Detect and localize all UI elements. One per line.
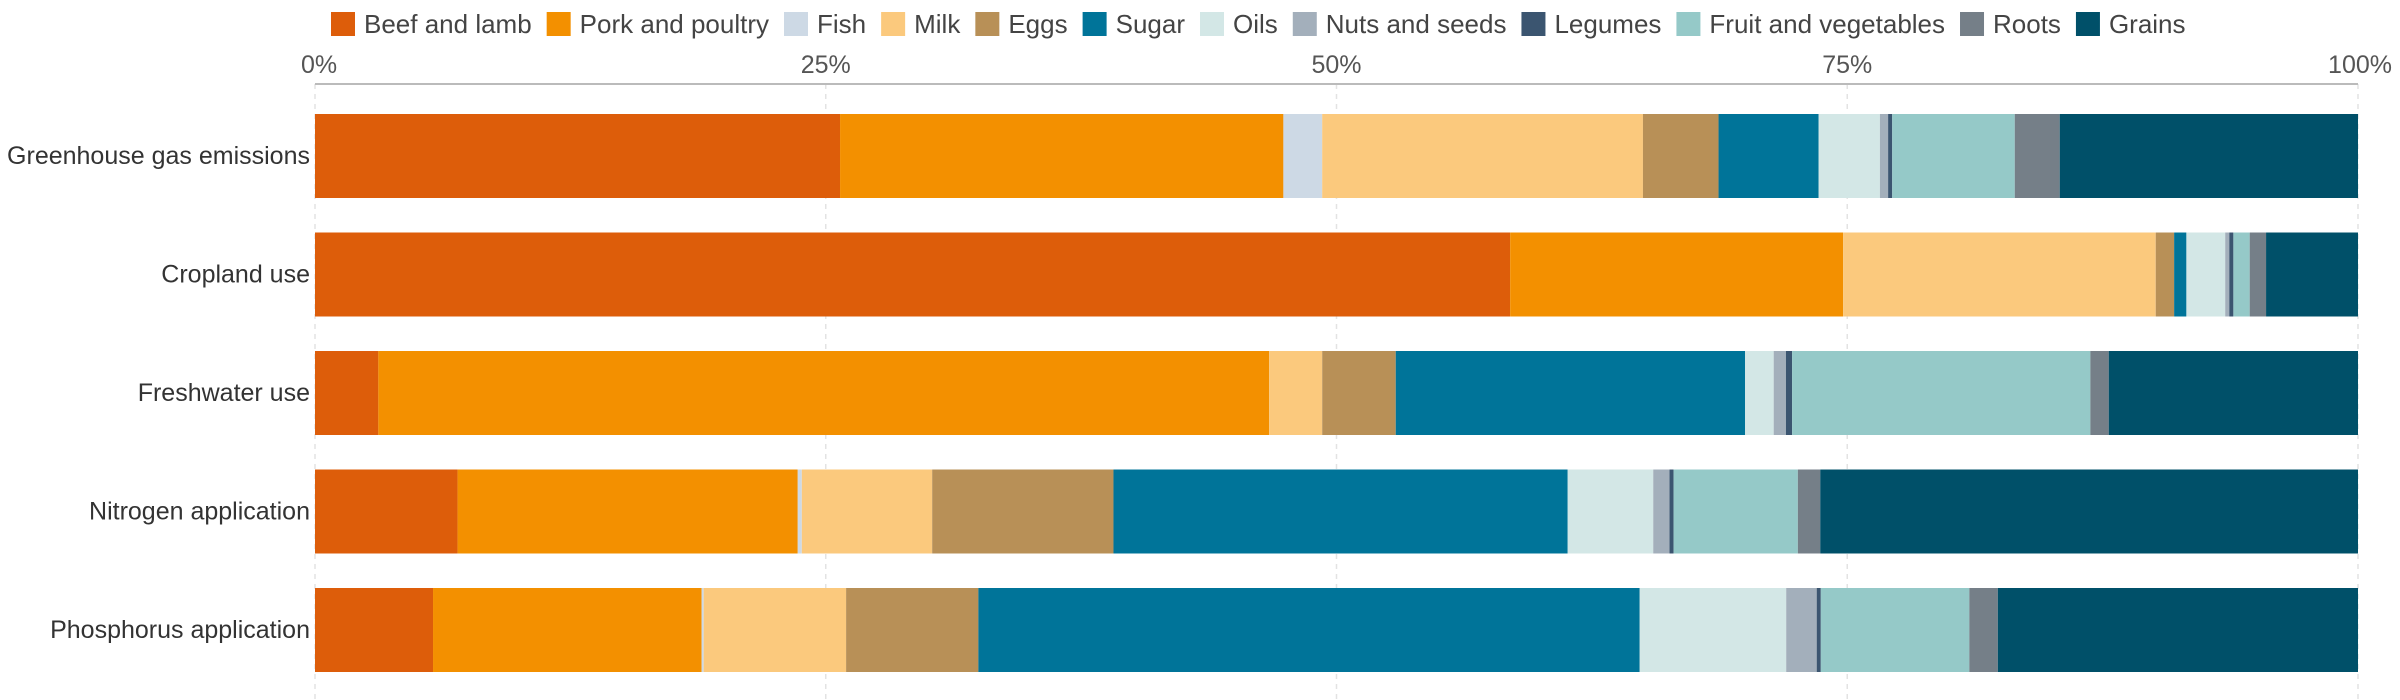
bar-nitrogen-application-fish — [797, 469, 802, 554]
bars — [315, 114, 2358, 672]
legend: Beef and lamb Pork and poultry Fish Milk Egg… — [331, 9, 2186, 39]
bar-freshwater-use-legumes — [1785, 351, 1793, 435]
bar-phosphorus-application-fruit-and-vegetables — [1820, 588, 1970, 672]
bar-freshwater-use-roots — [2090, 351, 2109, 435]
x-tick-label-100: 100% — [2328, 51, 2392, 79]
bar-freshwater-use-eggs — [1322, 351, 1396, 435]
bar-greenhouse-gas-emissions-milk — [1322, 114, 1643, 198]
bar-cropland-use-nuts-and-seeds — [2225, 232, 2230, 317]
bar-cropland-use-legumes — [2229, 232, 2234, 317]
bar-nitrogen-application-oils — [1567, 469, 1654, 554]
bar-phosphorus-application-fish — [701, 588, 704, 672]
bar-cropland-use-sugar — [2174, 232, 2187, 317]
legend-swatch-fish — [784, 12, 808, 36]
legend-label-oils: Oils — [1233, 9, 1278, 39]
bar-phosphorus-application-eggs — [846, 588, 979, 672]
bar-cropland-use-beef-and-lamb — [315, 232, 1511, 317]
x-tick-label-75: 75% — [1822, 51, 1872, 79]
legend-label-sugar: Sugar — [1116, 9, 1186, 39]
bar-freshwater-use-fruit-and-vegetables — [1792, 351, 2091, 435]
bar-nitrogen-application-pork-and-poultry — [457, 469, 798, 554]
bar-nitrogen-application-beef-and-lamb — [315, 469, 458, 554]
legend-label-pork-and-poultry: Pork and poultry — [580, 9, 769, 39]
x-axis: 0% 25% 50% 75% 100% — [301, 51, 2392, 85]
bar-phosphorus-application-sugar — [978, 588, 1640, 672]
bar-nitrogen-application-sugar — [1113, 469, 1568, 554]
bar-cropland-use-eggs — [2155, 232, 2175, 317]
bar-freshwater-use-sugar — [1395, 351, 1746, 435]
bar-nitrogen-application-grains — [1820, 469, 2358, 554]
bar-phosphorus-application-oils — [1639, 588, 1787, 672]
bar-freshwater-use-oils — [1745, 351, 1774, 435]
bar-greenhouse-gas-emissions-fish — [1283, 114, 1323, 198]
bar-greenhouse-gas-emissions-beef-and-lamb — [315, 114, 841, 198]
legend-swatch-sugar — [1082, 12, 1107, 36]
bar-phosphorus-application-milk — [703, 588, 847, 672]
bar-nitrogen-application-roots — [1797, 469, 1821, 554]
bar-cropland-use-fruit-and-vegetables — [2233, 232, 2250, 317]
x-tick-label-50: 50% — [1311, 51, 1361, 79]
legend-label-roots: Roots — [1993, 9, 2061, 39]
bar-greenhouse-gas-emissions-pork-and-poultry — [840, 114, 1284, 198]
legend-swatch-grains — [2075, 12, 2100, 36]
bar-cropland-use-pork-and-poultry — [1510, 232, 1844, 317]
bar-cropland-use-oils — [2186, 232, 2226, 317]
bar-freshwater-use-pork-and-poultry — [378, 351, 1270, 435]
bar-nitrogen-application-milk — [801, 469, 933, 554]
category-label-nitrogen-application: Nitrogen application — [89, 498, 310, 526]
bar-phosphorus-application-legumes — [1816, 588, 1821, 672]
legend-swatch-fruit-and-vegetables — [1676, 12, 1701, 36]
bar-freshwater-use-beef-and-lamb — [315, 351, 379, 435]
category-label-freshwater-use: Freshwater use — [138, 379, 310, 407]
legend-swatch-milk — [881, 12, 906, 36]
legend-swatch-oils — [1200, 12, 1224, 36]
bar-phosphorus-application-grains — [1997, 588, 2358, 672]
bar-nitrogen-application-eggs — [932, 469, 1114, 554]
legend-swatch-eggs — [975, 12, 1000, 36]
legend-swatch-nuts-and-seeds — [1292, 12, 1317, 36]
bar-greenhouse-gas-emissions-fruit-and-vegetables — [1892, 114, 2015, 198]
legend-label-eggs: Eggs — [1008, 9, 1067, 39]
bar-cropland-use-roots — [2249, 232, 2267, 317]
bar-phosphorus-application-nuts-and-seeds — [1786, 588, 1817, 672]
bar-freshwater-use-nuts-and-seeds — [1773, 351, 1786, 435]
legend-swatch-roots — [1960, 12, 1985, 36]
bar-greenhouse-gas-emissions-eggs — [1642, 114, 1719, 198]
legend-label-grains: Grains — [2109, 9, 2186, 39]
legend-label-fish: Fish — [817, 9, 866, 39]
bar-nitrogen-application-nuts-and-seeds — [1653, 469, 1670, 554]
category-label-phosphorus-application: Phosphorus application — [50, 616, 310, 644]
bar-greenhouse-gas-emissions-oils — [1818, 114, 1880, 198]
category-label-cropland-use: Cropland use — [161, 261, 310, 289]
bar-greenhouse-gas-emissions-sugar — [1718, 114, 1819, 198]
category-label-greenhouse-gas-emissions: Greenhouse gas emissions — [7, 142, 310, 170]
bar-greenhouse-gas-emissions-grains — [2059, 114, 2358, 198]
bar-phosphorus-application-pork-and-poultry — [433, 588, 702, 672]
bar-greenhouse-gas-emissions-roots — [2014, 114, 2060, 198]
legend-label-fruit-and-vegetables: Fruit and vegetables — [1709, 9, 1945, 39]
bar-greenhouse-gas-emissions-nuts-and-seeds — [1879, 114, 1889, 198]
bar-greenhouse-gas-emissions-legumes — [1888, 114, 1893, 198]
legend-swatch-pork-and-poultry — [546, 12, 571, 36]
bar-freshwater-use-milk — [1269, 351, 1323, 435]
legend-label-milk: Milk — [914, 9, 961, 39]
x-tick-label-25: 25% — [801, 51, 851, 79]
category-labels: Greenhouse gas emissions Cropland use Fres… — [7, 142, 310, 644]
bar-cropland-use-milk — [1843, 232, 2156, 317]
legend-swatch-legumes — [1521, 12, 1546, 36]
bar-freshwater-use-grains — [2108, 351, 2358, 435]
bar-phosphorus-application-beef-and-lamb — [315, 588, 434, 672]
bar-nitrogen-application-fruit-and-vegetables — [1673, 469, 1798, 554]
x-tick-label-0: 0% — [301, 51, 337, 79]
legend-label-beef-and-lamb: Beef and lamb — [364, 9, 532, 39]
bar-nitrogen-application-legumes — [1669, 469, 1674, 554]
bar-phosphorus-application-roots — [1969, 588, 1998, 672]
bar-cropland-use-grains — [2266, 232, 2358, 317]
legend-label-legumes: Legumes — [1554, 9, 1661, 39]
legend-swatch-beef-and-lamb — [331, 12, 355, 36]
legend-label-nuts-and-seeds: Nuts and seeds — [1326, 9, 1507, 39]
